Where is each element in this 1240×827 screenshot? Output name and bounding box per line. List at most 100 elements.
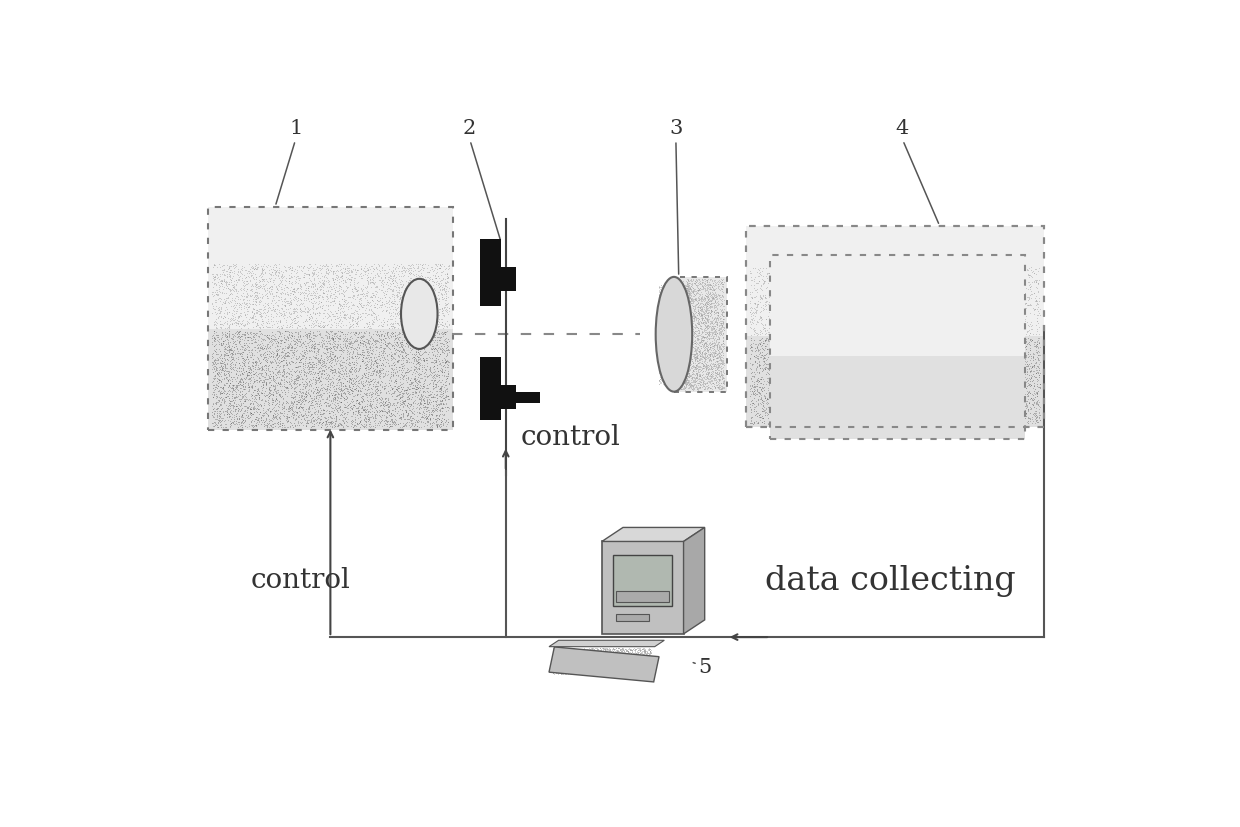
Point [314,357,334,370]
Point [680,299,699,313]
Point [698,316,718,329]
Point [305,356,325,370]
Point [960,303,980,316]
Point [620,573,640,586]
Point [630,661,650,674]
Point [973,418,993,431]
Point [756,368,776,381]
Point [684,294,704,307]
Point [873,405,893,418]
Point [219,271,239,284]
Point [656,303,676,316]
Point [419,284,439,298]
Point [864,393,884,406]
Point [796,284,816,298]
Point [300,361,320,375]
Point [414,322,434,335]
Point [280,417,300,430]
Point [572,653,591,667]
Point [389,392,409,405]
Point [911,356,931,370]
Point [347,389,367,402]
Point [703,323,723,337]
Point [258,290,278,304]
Point [698,373,718,386]
Point [692,375,712,388]
Point [620,547,640,561]
Point [668,323,688,336]
Point [913,411,932,424]
Point [837,321,857,334]
Point [407,304,427,318]
Point [652,568,672,581]
Point [970,422,990,435]
Point [608,658,627,672]
Point [841,356,861,370]
Point [677,291,697,304]
Point [376,290,396,304]
Point [432,293,451,306]
Point [625,659,645,672]
Point [419,386,439,399]
Point [916,327,936,340]
Point [683,580,703,593]
Point [605,648,625,661]
Point [799,413,818,426]
Point [870,323,890,337]
Point [258,329,278,342]
Point [642,550,662,563]
Point [792,395,812,409]
Point [637,571,657,585]
Point [585,648,605,661]
Point [619,555,639,568]
Point [666,349,686,362]
Point [673,347,693,361]
Point [949,427,968,440]
Point [992,313,1012,326]
Point [666,587,686,600]
Point [742,340,761,353]
Point [985,387,1004,400]
Point [619,563,639,576]
Point [402,299,422,313]
Point [644,585,663,598]
Point [645,599,665,612]
Point [952,334,972,347]
Point [946,333,966,347]
Point [649,566,668,580]
Point [687,575,707,588]
Point [353,340,373,353]
Point [408,302,428,315]
Point [887,322,906,335]
Point [353,357,373,370]
Point [745,342,765,355]
Point [274,336,294,349]
Point [418,317,438,330]
Point [435,384,455,397]
Point [309,354,329,367]
Point [414,284,434,298]
Point [673,308,693,321]
Point [433,347,453,360]
Point [966,316,986,329]
Point [872,345,892,358]
Point [678,323,698,337]
Point [237,411,257,424]
Point [232,269,252,282]
Point [684,594,704,607]
Point [414,318,434,332]
Point [656,606,676,619]
Point [274,362,294,375]
Point [683,610,703,624]
Point [904,361,924,375]
Point [408,363,428,376]
Point [906,345,926,358]
Point [342,315,362,328]
Point [1011,404,1030,418]
Point [296,304,316,318]
Point [434,391,454,404]
Point [629,667,649,680]
Point [873,337,893,350]
Point [301,289,321,302]
Point [630,552,650,565]
